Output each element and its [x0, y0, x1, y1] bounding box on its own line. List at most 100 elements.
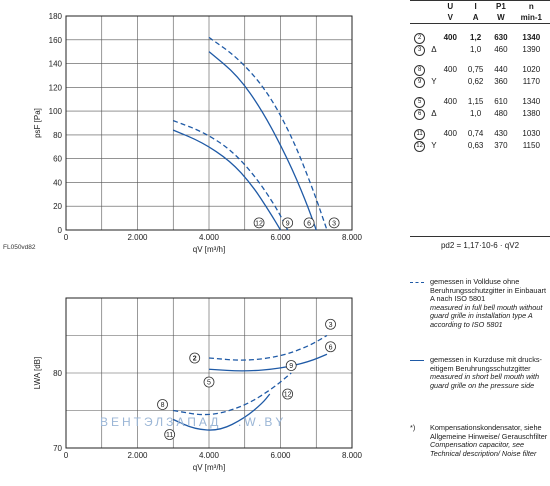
curve-marker-3	[328, 217, 340, 229]
curve-marker: 9	[410, 76, 429, 88]
curve-marker: 5	[410, 96, 429, 108]
curve-marker-label: 3	[329, 322, 333, 329]
curve-marker-9	[282, 217, 294, 229]
curve-marker-circle: 2	[414, 33, 426, 44]
x-tick-label: 0	[64, 233, 69, 242]
y-tick-label: 120	[49, 83, 63, 92]
current-value: 1,0	[470, 109, 482, 118]
curve-marker: 2	[410, 32, 429, 44]
header-power: P1	[489, 0, 513, 12]
curve-8	[173, 120, 289, 231]
watermark-text: ВЕНТЭЛЗАПАД	[100, 415, 222, 429]
figure-id: FL050vd82	[3, 244, 36, 251]
power-value: 360	[494, 77, 508, 86]
current-value: 0,63	[467, 141, 484, 150]
curve-marker-label: 3	[332, 220, 336, 227]
note-marker: *)	[410, 423, 416, 432]
x-tick-label: 8.000	[342, 233, 363, 242]
spec-row: 3 Δ 1,0 460 1390	[410, 44, 550, 56]
current-value: 1,0	[470, 45, 482, 54]
noise-chart: 0 2.000 4.000 6.000 8.000 70 80 qV [m³/h] LWA [d…	[33, 297, 363, 472]
spec-row: 6 Δ 1,0 480 1380	[410, 108, 550, 120]
curve-marker-3	[325, 318, 336, 330]
connection-type: Y	[431, 141, 437, 150]
x-axis-label: qV [m³/h]	[193, 463, 225, 472]
power-value: 430	[494, 129, 508, 138]
curve-5-6	[208, 353, 328, 372]
connection-type: Δ	[431, 109, 437, 118]
charts-canvas: 0 2.000 4.000 6.000 8.0000204060801001201401…	[33, 12, 363, 472]
legend-dashed-en: measured in full bell mouth without guar…	[430, 302, 543, 329]
y-axis-label: LWA [dB]	[33, 357, 42, 389]
curve-marker-5	[203, 376, 215, 388]
curve-marker-12	[282, 388, 294, 400]
x-tick-label: 4.000	[199, 233, 220, 242]
x-tick-label: 6.000	[270, 233, 291, 242]
y-tick-label: 100	[49, 107, 63, 116]
curve-marker-circle: 9	[414, 77, 426, 88]
curve-marker: 3	[410, 44, 429, 56]
power-value: 630	[494, 33, 508, 42]
y-tick-label: 70	[53, 444, 62, 453]
curve-11	[173, 129, 282, 231]
curve-marker-circle: 8	[414, 65, 426, 76]
curve-marker-label: 11	[166, 432, 173, 439]
x-tick-label: 6.000	[270, 451, 291, 460]
curve-marker-label: 5	[207, 380, 211, 387]
x-tick-label: 0	[64, 451, 69, 460]
watermark-domain: .W.BY	[238, 415, 287, 429]
legend-note: *) Kompensationskondensator, siehe Allge…	[410, 423, 550, 458]
curve-2	[208, 36, 328, 231]
y-tick-label: 80	[53, 369, 62, 378]
connection-type	[429, 32, 438, 44]
spec-rows: 2 400 1,2 630 1340 3 Δ 1,0 460 1390 8 400 0,75 440 102…	[410, 24, 550, 152]
speed-value: 1340	[522, 33, 541, 42]
curve-2-3	[208, 334, 328, 361]
voltage-value	[439, 76, 462, 88]
header-voltage: U	[438, 0, 462, 12]
dashed-line-swatch	[410, 282, 424, 283]
spec-row: 9 Y 0,62 360 1170	[410, 76, 550, 88]
spec-row: 8 400 0,75 440 1020	[410, 64, 550, 76]
current-value: 0,62	[467, 77, 484, 86]
spec-group-gap	[410, 56, 550, 64]
speed-value: 1020	[522, 65, 541, 74]
curve-marker-circle: 12	[414, 141, 426, 152]
curve-marker-label: 6	[329, 344, 333, 351]
unit-current: A	[461, 12, 490, 24]
legend-solid-de: gemessen in Kurzduse mit drucks­eitigem …	[430, 355, 542, 373]
power-value: 440	[494, 65, 508, 74]
voltage-value: 400	[443, 65, 457, 74]
speed-value: 1390	[522, 45, 541, 54]
curve-8-9	[173, 372, 292, 416]
spec-row: 2 400 1,2 630 1340	[410, 32, 550, 44]
plot-frame	[65, 15, 353, 231]
voltage-value: 400	[443, 97, 457, 106]
current-value: 0,75	[467, 65, 484, 74]
power-value: 480	[494, 109, 508, 118]
spec-row: 11 400 0,74 430 1030	[410, 128, 550, 140]
spec-group-gap	[410, 24, 550, 33]
speed-value: 1380	[522, 109, 541, 118]
x-tick-label: 2.000	[127, 451, 148, 460]
current-value: 1,2	[470, 33, 482, 42]
spec-group-gap	[410, 88, 550, 96]
curve-marker-12	[253, 217, 265, 229]
voltage-value	[439, 140, 462, 152]
header-current: I	[461, 0, 490, 12]
speed-value: 1170	[522, 77, 540, 86]
curve-marker: 11	[410, 128, 429, 140]
power-value: 610	[494, 97, 508, 106]
y-tick-label: 140	[49, 60, 63, 69]
curve-marker-label: 9	[286, 220, 290, 227]
y-tick-label: 180	[49, 12, 63, 21]
speed-value: 1150	[522, 141, 540, 150]
power-value: 460	[494, 45, 508, 54]
y-tick-label: 160	[49, 36, 63, 45]
spec-table: U I P1 n V A W min-1 2 400 1,2 630 1340 3 Δ 1,0…	[410, 0, 550, 152]
legend-note-de: Kompensationskondensator, siehe Allgemei…	[430, 423, 548, 441]
connection-type	[429, 96, 438, 108]
curve-marker-label: 12	[284, 392, 292, 399]
connection-type: Δ	[431, 45, 437, 54]
unit-voltage: V	[438, 12, 462, 24]
